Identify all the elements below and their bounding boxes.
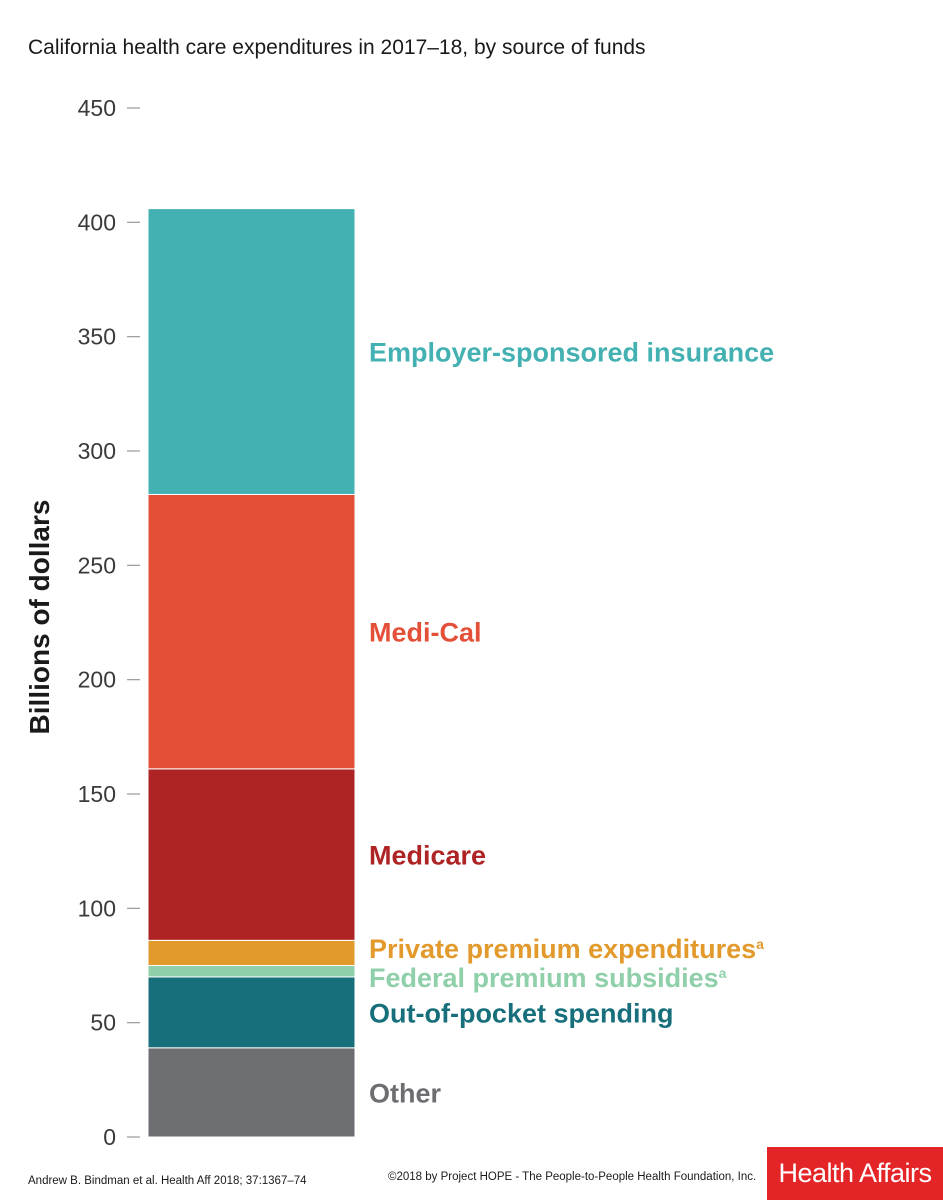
bar-segment-federal-premium-subsidies: [147, 965, 356, 978]
segment-labels: Other Out-of-pocket spending Federal premi…: [369, 338, 774, 1109]
copyright: ©2018 by Project HOPE - The People-to-Pe…: [388, 1171, 757, 1183]
health-affairs-logo: Health Affairs: [767, 1147, 943, 1200]
bar-segment-private-premium-expenditures: [147, 939, 356, 967]
segment-label: Employer-sponsored insurance: [369, 338, 774, 368]
y-tick-label: 0: [103, 1124, 116, 1150]
y-tick-label: 400: [78, 209, 116, 235]
citation: Andrew B. Bindman et al. Health Aff 2018…: [28, 1175, 307, 1187]
y-axis: 0 50 100 150 200 250 300 350 400 450: [78, 95, 140, 1150]
segment-label: Other: [369, 1078, 442, 1108]
y-axis-label: Billions of dollars: [24, 500, 55, 735]
chart-title: California health care expenditures in 2…: [28, 36, 646, 59]
y-tick-label: 200: [78, 667, 116, 693]
bar-segment-employer-sponsored-insurance: [147, 208, 356, 495]
y-tick-label: 150: [78, 781, 116, 807]
segment-label: Medi-Cal: [369, 618, 482, 648]
bar-segment-medi-cal: [147, 493, 356, 770]
segment-label: Out-of-pocket spending: [369, 998, 673, 1028]
segment-label: Private premium expendituresa: [369, 934, 764, 964]
segment-label: Medicare: [369, 841, 486, 871]
bar-segment-medicare: [147, 768, 356, 941]
y-tick-label: 300: [78, 438, 116, 464]
bar-segment-out-of-pocket-spending: [147, 976, 356, 1049]
bar-segment-other: [147, 1047, 356, 1138]
segment-label: Federal premium subsidiesa: [369, 963, 727, 993]
y-tick-label: 100: [78, 895, 116, 921]
y-tick-label: 250: [78, 552, 116, 578]
y-tick-label: 350: [78, 324, 116, 350]
bar-stack: [147, 208, 356, 1138]
stacked-bar-chart: 0 50 100 150 200 250 300 350 400 450 Other Out-of-…: [24, 95, 774, 1150]
y-tick-label: 450: [78, 95, 116, 121]
y-tick-label: 50: [90, 1010, 116, 1036]
